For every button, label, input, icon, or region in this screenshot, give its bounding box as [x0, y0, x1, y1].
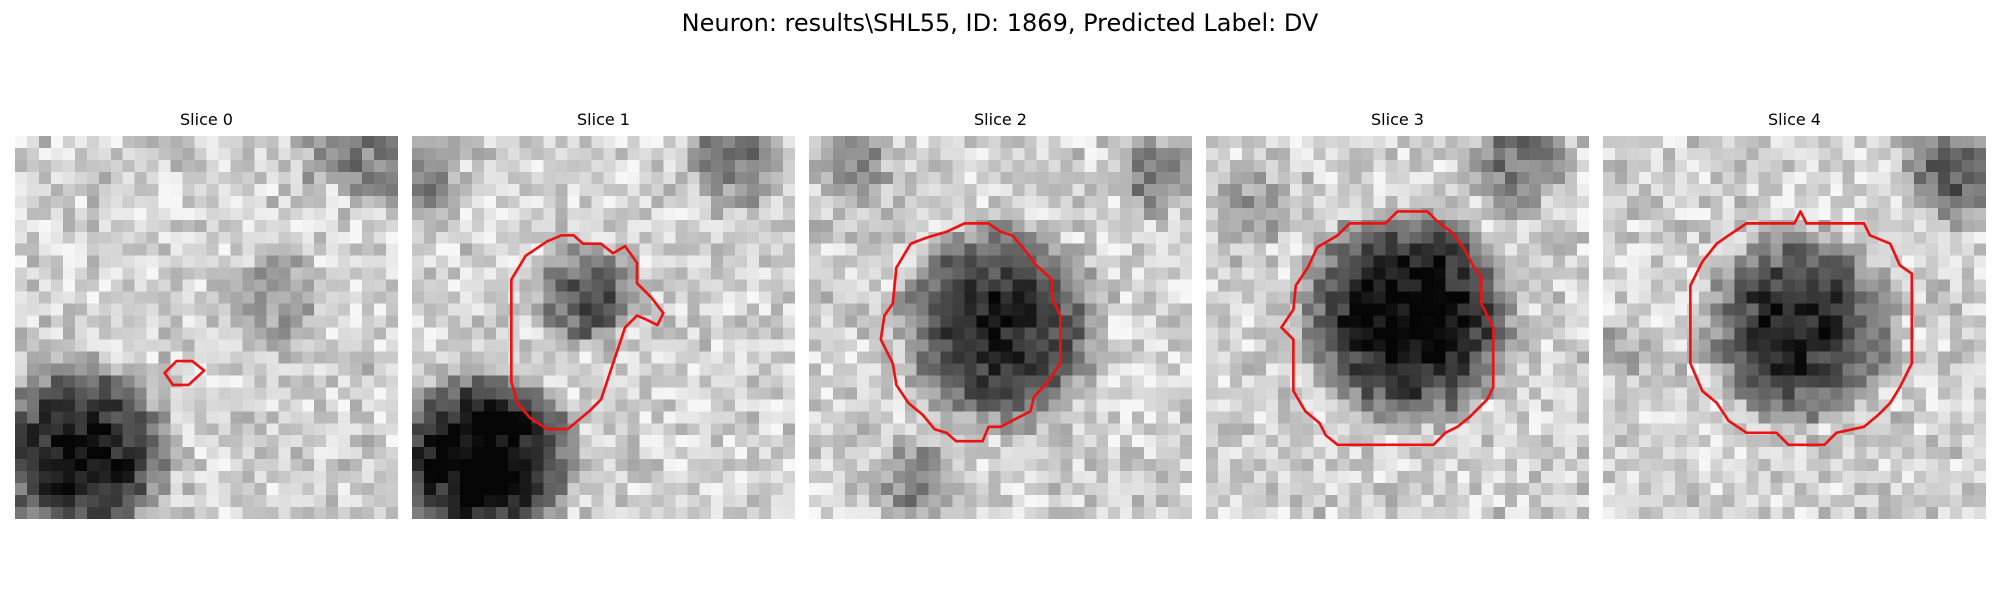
segmentation-contour	[879, 222, 1062, 443]
segmentation-contour	[163, 359, 206, 387]
pixel-grid	[1603, 136, 1986, 519]
slice-image-1	[412, 136, 795, 519]
slice-image-0	[15, 136, 398, 519]
slice-panel-2: Slice 2	[809, 110, 1192, 519]
slice-title: Slice 3	[1371, 110, 1424, 129]
slice-panel-1: Slice 1	[412, 110, 795, 519]
slice-title: Slice 1	[577, 110, 630, 129]
slice-image-4	[1603, 136, 1986, 519]
figure-title: Neuron: results\SHL55, ID: 1869, Predict…	[681, 9, 1319, 37]
slice-panel-3: Slice 3	[1206, 110, 1589, 519]
slice-title: Slice 4	[1768, 110, 1821, 129]
slice-title: Slice 0	[180, 110, 233, 129]
slice-image-2	[809, 136, 1192, 519]
pixel-grid	[15, 136, 398, 519]
pixel-grid	[1206, 136, 1589, 519]
segmentation-contour	[510, 234, 665, 431]
slice-panel-4: Slice 4	[1603, 110, 1986, 519]
slice-image-3	[1206, 136, 1589, 519]
segmentation-contour	[1689, 210, 1914, 447]
slice-panel-0: Slice 0	[15, 110, 398, 519]
slice-title: Slice 2	[974, 110, 1027, 129]
segmentation-contour	[1280, 210, 1495, 447]
pixel-grid	[412, 136, 795, 519]
pixel-grid	[809, 136, 1192, 519]
